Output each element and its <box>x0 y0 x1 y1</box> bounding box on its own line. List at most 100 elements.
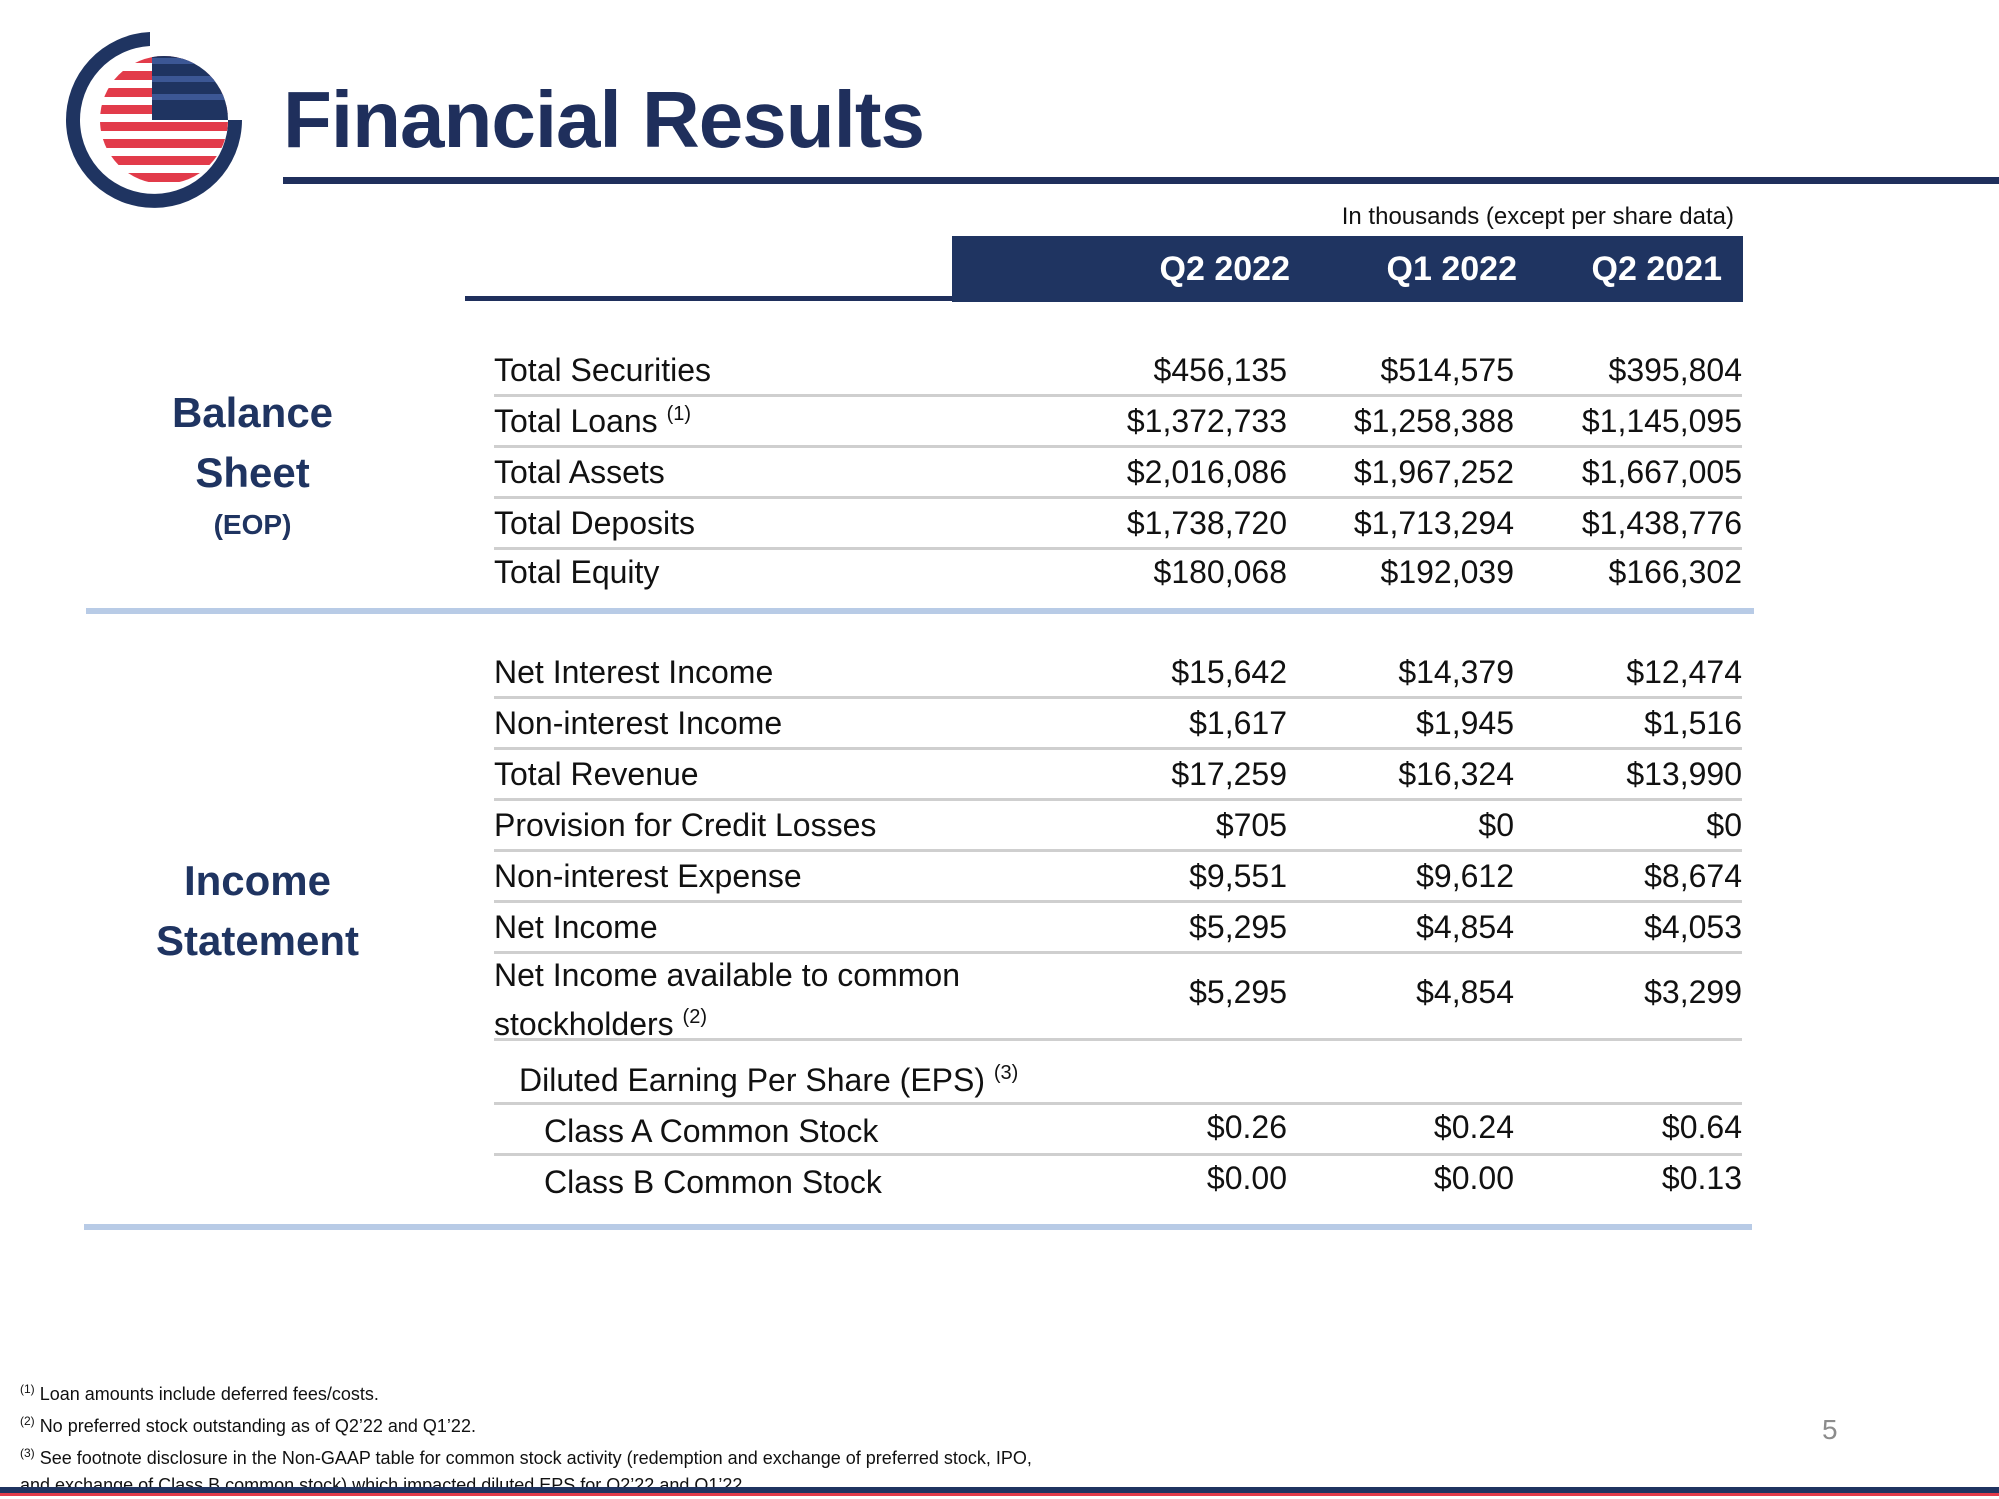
cell-q2-2021: $1,145,095 <box>1581 403 1742 439</box>
row-label: Total Loans (1) <box>494 403 692 439</box>
cell-q2-2021: $13,990 <box>1626 756 1742 792</box>
header-underline <box>465 296 953 301</box>
footnote-marker: (1) <box>20 1382 35 1396</box>
row-label: Provision for Credit Losses <box>494 807 877 843</box>
section-label-sub: (EOP) <box>213 509 292 540</box>
table-row: Non-interest Expense $9,551 $9,612 $8,67… <box>494 852 1742 903</box>
cell-q2-2021: $166,302 <box>1608 554 1742 590</box>
cell-q2-2022: $9,551 <box>1189 858 1287 894</box>
row-label: Total Revenue <box>494 756 699 792</box>
table-row: Total Securities $456,135 $514,575 $395,… <box>494 348 1742 397</box>
cell-q2-2022: $1,617 <box>1189 705 1287 741</box>
column-header-q1-2022: Q1 2022 <box>1386 250 1517 288</box>
footer-bar <box>0 1487 1999 1493</box>
cell-q2-2022: $0.26 <box>1206 1109 1287 1145</box>
cell-q2-2022: $1,738,720 <box>1126 505 1287 541</box>
cell-q2-2022: $5,295 <box>1189 974 1287 1010</box>
cell-q1-2022: $4,854 <box>1416 974 1514 1010</box>
cell-q2-2021: $1,438,776 <box>1581 505 1742 541</box>
cell-q2-2021: $3,299 <box>1644 974 1742 1010</box>
cell-q1-2022: $14,379 <box>1398 654 1514 690</box>
cell-q1-2022: $1,967,252 <box>1353 454 1514 490</box>
cell-q2-2022: $17,259 <box>1171 756 1287 792</box>
company-logo <box>66 32 242 208</box>
cell-q2-2022: $2,016,086 <box>1126 454 1287 490</box>
cell-q1-2022: $0 <box>1478 807 1514 843</box>
cell-q1-2022: $1,258,388 <box>1353 403 1514 439</box>
cell-q2-2022: $456,135 <box>1153 352 1287 388</box>
table-row: Total Equity $180,068 $192,039 $166,302 <box>494 550 1742 598</box>
cell-q1-2022: $1,945 <box>1416 705 1514 741</box>
table-row: Total Deposits $1,738,720 $1,713,294 $1,… <box>494 499 1742 550</box>
row-label: Non-interest Income <box>494 705 783 741</box>
cell-q2-2021: $8,674 <box>1644 858 1742 894</box>
cell-q2-2021: $1,667,005 <box>1581 454 1742 490</box>
footnote-marker: (2) <box>20 1414 35 1428</box>
cell-q2-2021: $0.64 <box>1661 1109 1742 1145</box>
row-label: Class A Common Stock <box>544 1113 879 1149</box>
column-header-q2-2022: Q2 2022 <box>1159 250 1290 288</box>
cell-q2-2021: $0.13 <box>1661 1160 1742 1196</box>
cell-q1-2022: $192,039 <box>1380 554 1514 590</box>
footnote-marker: (1) <box>666 403 692 425</box>
cell-q1-2022: $4,854 <box>1416 909 1514 945</box>
footnote-marker: (3) <box>20 1446 35 1460</box>
footnote: (1) Loan amounts include deferred fees/c… <box>20 1376 1032 1408</box>
row-label: Non-interest Expense <box>494 858 802 894</box>
section-label-line: Balance <box>171 389 334 436</box>
row-label: Net Income <box>494 909 658 945</box>
footnotes: (1) Loan amounts include deferred fees/c… <box>20 1376 1032 1499</box>
section-separator <box>86 608 1754 614</box>
row-label: Diluted Earning Per Share (EPS) (3) <box>519 1062 1019 1098</box>
footnote: (2) No preferred stock outstanding as of… <box>20 1408 1032 1440</box>
cell-q2-2021: $0 <box>1706 807 1742 843</box>
cell-q2-2021: $12,474 <box>1626 654 1742 690</box>
row-label: Total Assets <box>494 454 665 490</box>
row-label: Total Equity <box>494 554 660 590</box>
row-label: Net Income available to common stockhold… <box>494 957 960 1042</box>
cell-q2-2022: $5,295 <box>1189 909 1287 945</box>
section-label-balance-sheet: Balance Sheet (EOP) <box>100 383 405 547</box>
cell-q2-2021: $395,804 <box>1608 352 1742 388</box>
table-row: Total Revenue $17,259 $16,324 $13,990 <box>494 750 1742 801</box>
table-row: Provision for Credit Losses $705 $0 $0 <box>494 801 1742 852</box>
column-header-q2-2021: Q2 2021 <box>1591 250 1722 288</box>
table-row: Total Loans (1) $1,372,733 $1,258,388 $1… <box>494 397 1742 448</box>
cell-q1-2022: $1,713,294 <box>1353 505 1514 541</box>
row-label: Total Securities <box>494 352 711 388</box>
units-note: In thousands (except per share data) <box>1341 203 1734 230</box>
table-row: Diluted Earning Per Share (EPS) (3) <box>494 1060 1742 1105</box>
cell-q2-2021: $1,516 <box>1644 705 1742 741</box>
footnote-text: Loan amounts include deferred fees/costs… <box>39 1384 379 1404</box>
page-title: Financial Results <box>283 75 925 164</box>
cell-q1-2022: $16,324 <box>1398 756 1514 792</box>
section-label-line: Sheet <box>195 449 310 496</box>
page-number: 5 <box>1822 1414 1838 1445</box>
table-row: Class A Common Stock $0.26 $0.24 $0.64 <box>494 1105 1742 1156</box>
footnote-text: No preferred stock outstanding as of Q2’… <box>39 1416 476 1436</box>
footnote-marker: (2) <box>682 1006 707 1028</box>
section-separator <box>84 1224 1752 1230</box>
cell-q1-2022: $0.24 <box>1433 1109 1514 1145</box>
section-label-income-statement: Income Statement <box>100 851 415 971</box>
row-label: Class B Common Stock <box>544 1164 882 1200</box>
footnote-text: See footnote disclosure in the Non-GAAP … <box>39 1448 1032 1468</box>
table-row: Net Income $5,295 $4,854 $4,053 <box>494 903 1742 954</box>
table-row: Net Income available to common stockhold… <box>494 954 1742 1042</box>
footnote-marker: (3) <box>993 1062 1019 1084</box>
title-underline <box>283 177 1999 184</box>
cell-q2-2022: $180,068 <box>1153 554 1287 590</box>
cell-q2-2022: $0.00 <box>1206 1160 1287 1196</box>
cell-q1-2022: $9,612 <box>1416 858 1514 894</box>
cell-q2-2022: $705 <box>1215 807 1287 843</box>
column-header-band <box>952 236 1743 302</box>
cell-q2-2022: $1,372,733 <box>1126 403 1287 439</box>
section-label-line: Statement <box>155 917 360 964</box>
cell-q1-2022: $514,575 <box>1380 352 1514 388</box>
table-row: Total Assets $2,016,086 $1,967,252 $1,66… <box>494 448 1742 499</box>
cell-q1-2022: $0.00 <box>1433 1160 1514 1196</box>
footnote: (3) See footnote disclosure in the Non-G… <box>20 1440 1032 1472</box>
table-row: Non-interest Income $1,617 $1,945 $1,516 <box>494 699 1742 750</box>
table-row: Net Interest Income $15,642 $14,379 $12,… <box>494 650 1742 699</box>
footer-accent-bar <box>0 1493 1999 1496</box>
